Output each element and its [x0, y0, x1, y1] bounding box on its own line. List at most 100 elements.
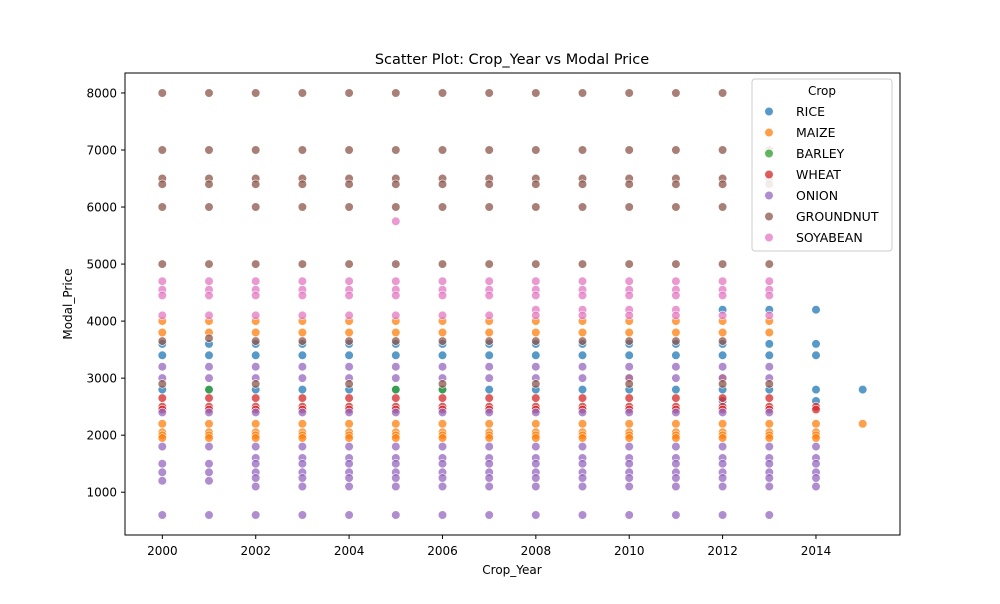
data-point	[531, 276, 541, 286]
data-point	[717, 350, 728, 360]
data-point	[764, 481, 774, 492]
data-point	[531, 393, 541, 403]
data-point	[717, 419, 728, 429]
data-point	[811, 433, 821, 443]
data-point	[157, 419, 167, 429]
data-point	[484, 407, 494, 418]
data-point	[531, 259, 541, 269]
data-point	[344, 379, 354, 389]
data-point	[391, 433, 401, 443]
data-point	[297, 481, 308, 492]
x-tick-label: 2008	[521, 544, 552, 558]
data-point	[764, 459, 774, 469]
data-point	[624, 259, 634, 269]
data-point	[437, 310, 448, 321]
data-point	[157, 310, 167, 321]
data-point	[484, 393, 494, 403]
legend-marker	[764, 169, 774, 180]
data-point	[624, 442, 634, 452]
data-point	[204, 385, 214, 395]
data-point	[437, 433, 448, 443]
data-point	[624, 327, 634, 338]
data-point	[624, 276, 634, 286]
data-point	[484, 327, 494, 338]
data-point	[297, 202, 308, 212]
data-point	[204, 476, 214, 486]
data-point	[764, 362, 774, 372]
data-point	[671, 179, 681, 189]
legend-label: MAIZE	[796, 125, 836, 140]
data-point	[671, 202, 681, 212]
data-point	[297, 407, 308, 418]
data-point	[251, 310, 261, 321]
data-point	[344, 459, 354, 469]
data-point	[577, 419, 588, 429]
data-point	[204, 88, 214, 98]
data-point	[344, 481, 354, 492]
data-point	[624, 179, 634, 189]
data-point	[811, 459, 821, 469]
data-point	[624, 336, 634, 346]
data-point	[717, 379, 728, 389]
data-point	[717, 433, 728, 443]
data-point	[391, 407, 401, 418]
data-point	[391, 145, 401, 155]
data-point	[204, 459, 214, 469]
data-point	[204, 145, 214, 155]
data-point	[811, 305, 821, 315]
legend-label: RICE	[796, 104, 825, 119]
data-point	[251, 433, 261, 443]
data-point	[204, 333, 214, 343]
data-point	[204, 310, 214, 321]
data-point	[204, 179, 214, 189]
data-point	[577, 473, 588, 483]
data-point	[811, 473, 821, 483]
data-point	[297, 259, 308, 269]
data-point	[157, 327, 167, 338]
data-point	[531, 202, 541, 212]
data-point	[437, 419, 448, 429]
y-tick-label: 5000	[86, 258, 117, 272]
data-point	[297, 327, 308, 338]
data-point	[484, 459, 494, 469]
data-point	[858, 419, 868, 429]
y-tick-label: 8000	[86, 86, 117, 100]
data-point	[577, 88, 588, 98]
data-point	[577, 373, 588, 383]
data-point	[437, 393, 448, 403]
y-tick-label: 2000	[86, 429, 117, 443]
data-point	[204, 276, 214, 286]
data-point	[577, 290, 588, 301]
data-point	[577, 393, 588, 403]
data-point	[717, 510, 728, 520]
data-point	[671, 350, 681, 360]
data-point	[157, 350, 167, 360]
data-point	[577, 442, 588, 452]
data-point	[251, 442, 261, 452]
data-point	[671, 407, 681, 418]
legend-marker	[764, 232, 774, 243]
data-point	[671, 481, 681, 492]
data-point	[531, 362, 541, 372]
data-point	[297, 393, 308, 403]
data-point	[204, 467, 214, 477]
data-point	[297, 290, 308, 301]
data-point	[157, 145, 167, 155]
data-point	[391, 259, 401, 269]
data-point	[717, 179, 728, 189]
data-point	[157, 276, 167, 286]
data-point	[577, 145, 588, 155]
data-point	[624, 481, 634, 492]
data-point	[531, 327, 541, 338]
data-point	[437, 510, 448, 520]
data-point	[157, 379, 167, 389]
data-point	[577, 202, 588, 212]
y-tick-label: 1000	[86, 486, 117, 500]
data-point	[157, 393, 167, 403]
data-point	[624, 473, 634, 483]
series-onion	[157, 362, 821, 520]
data-point	[671, 393, 681, 403]
data-point	[204, 350, 214, 360]
data-point	[531, 481, 541, 492]
x-tick-label: 2012	[707, 544, 738, 558]
